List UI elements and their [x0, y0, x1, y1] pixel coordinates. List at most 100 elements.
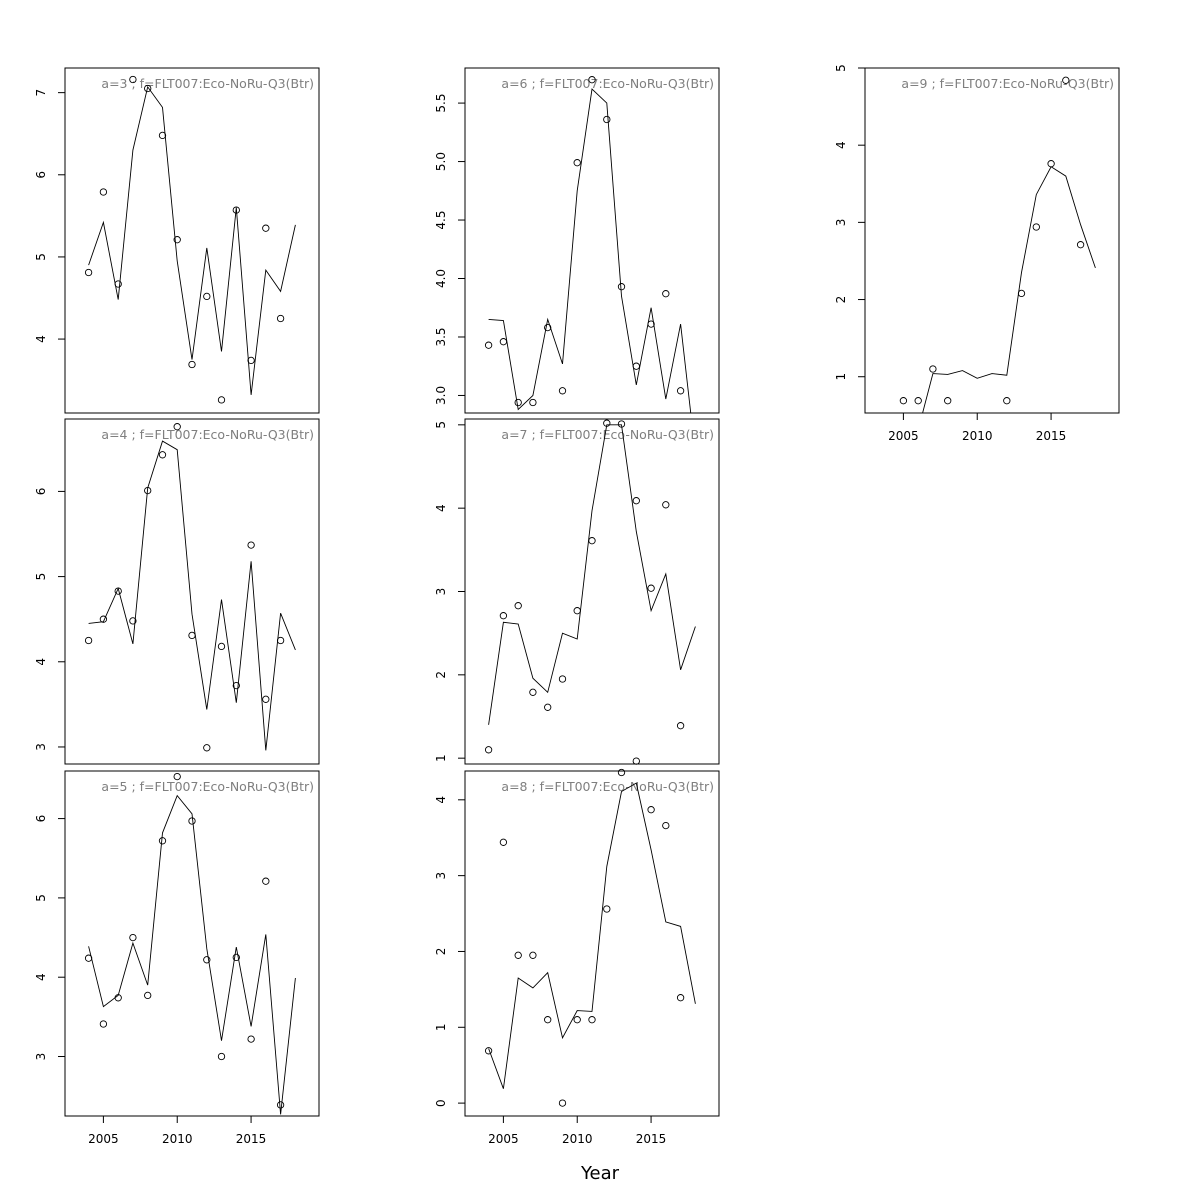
observed-point: [558, 1099, 567, 1107]
panel-7: a=9 ; f=FLT007:Eco-NoRu-Q3(Btr) 1 2 3 4 5 2005…: [834, 64, 1120, 443]
observed-point: [84, 268, 93, 277]
panel-1: a=3 ; f=FLT007:Eco-NoRu-Q3(Btr) 4 5 6 7: [34, 67, 320, 414]
observed-point: [588, 76, 596, 84]
panel-title: a=6 ; f=FLT007:Eco-NoRu-Q3(Btr): [501, 76, 714, 91]
observed-point: [129, 933, 137, 942]
observed-point: [173, 236, 181, 244]
y-tick-label: 2: [434, 671, 448, 679]
observed-point: [232, 681, 240, 690]
x-tick-label: 2010: [562, 1132, 593, 1146]
plot-frame: [864, 67, 1120, 414]
observed-point: [529, 688, 537, 696]
observed-point: [603, 905, 611, 913]
x-tick-label: 2015: [636, 1132, 667, 1146]
x-axis-label: Year: [580, 1163, 620, 1184]
observed-point: [99, 615, 108, 623]
fitted-line: [88, 440, 296, 751]
fitted-line: [88, 794, 296, 1115]
observed-point: [499, 338, 508, 346]
observed-point: [573, 1016, 581, 1024]
observed-point: [1047, 160, 1055, 168]
observed-point: [262, 695, 270, 703]
observed-point: [114, 587, 122, 595]
observed-point: [662, 821, 670, 830]
y-tick-label: 2: [434, 948, 448, 956]
observed-point: [514, 398, 522, 407]
x-tick-label: 2005: [888, 429, 919, 443]
observed-point: [662, 290, 670, 298]
observed-point: [84, 636, 93, 645]
observed-point: [203, 744, 211, 752]
y-tick-label: 3.5: [434, 327, 448, 346]
observed-point: [84, 954, 93, 962]
observed-point: [144, 991, 152, 1000]
observed-point: [588, 1016, 596, 1024]
observed-point: [588, 537, 596, 545]
plot-frame: [64, 67, 320, 414]
observed-point: [632, 757, 640, 765]
observed-point: [144, 84, 152, 93]
observed-point: [544, 323, 552, 332]
y-tick-label: 5: [834, 64, 848, 72]
panel-6: a=8 ; f=FLT007:Eco-NoRu-Q3(Btr) 0 1 2 3 4 2005…: [434, 757, 720, 1146]
observed-point: [247, 356, 255, 365]
observed-point: [262, 224, 270, 232]
observed-point: [617, 768, 626, 777]
observed-point: [603, 115, 611, 124]
y-tick-label: 5.5: [434, 94, 448, 113]
observed-point: [114, 280, 122, 288]
observed-point: [914, 397, 922, 405]
fitted-line: [488, 424, 696, 725]
observed-point: [158, 451, 167, 459]
observed-point: [173, 772, 181, 781]
fitted-line: [488, 782, 696, 1089]
x-tick-label: 2015: [236, 1132, 267, 1146]
observed-point: [676, 722, 685, 730]
y-tick-label: 6: [34, 171, 48, 179]
panel-title: a=5 ; f=FLT007:Eco-NoRu-Q3(Btr): [101, 779, 314, 794]
observed-point: [1003, 397, 1011, 405]
panel-title: a=7 ; f=FLT007:Eco-NoRu-Q3(Btr): [501, 427, 714, 442]
observed-point: [114, 994, 122, 1002]
y-tick-label: 1: [434, 754, 448, 762]
observed-point: [217, 396, 226, 404]
observed-point: [99, 188, 108, 196]
y-tick-label: 4: [34, 335, 48, 343]
observed-point: [129, 75, 137, 84]
observed-point: [676, 994, 685, 1002]
plot-frame: [64, 418, 320, 765]
observed-point: [1032, 223, 1040, 231]
y-tick-label: 6: [34, 488, 48, 496]
y-tick-label: 4.0: [434, 269, 448, 288]
y-tick-label: 3: [34, 1053, 48, 1061]
observed-point: [129, 617, 137, 625]
observed-point: [899, 397, 908, 405]
y-tick-label: 3: [34, 743, 48, 751]
observed-point: [247, 1035, 255, 1043]
observed-point: [1062, 76, 1070, 84]
panel-5: a=7 ; f=FLT007:Eco-NoRu-Q3(Btr) 1 2 3 4 5: [434, 418, 720, 765]
y-tick-label: 5: [434, 421, 448, 429]
x-tick-label: 2010: [962, 429, 993, 443]
observed-point: [647, 584, 655, 592]
observed-point: [573, 607, 581, 615]
observed-point: [1076, 241, 1085, 249]
observed-point: [217, 642, 226, 651]
observed-point: [158, 837, 167, 845]
observed-point: [558, 675, 567, 683]
panel-title: a=3 ; f=FLT007:Eco-NoRu-Q3(Btr): [101, 76, 314, 91]
observed-point: [262, 877, 270, 885]
observed-point: [144, 486, 152, 495]
y-tick-label: 2: [834, 296, 848, 304]
observed-point: [617, 420, 626, 428]
y-tick-label: 1: [834, 373, 848, 381]
observed-point: [529, 951, 537, 959]
observed-point: [484, 341, 493, 349]
observed-point: [276, 1101, 285, 1109]
observed-point: [544, 703, 552, 711]
observed-point: [617, 283, 626, 291]
y-tick-label: 5.0: [434, 152, 448, 171]
observed-point: [232, 206, 240, 214]
panel-title: a=4 ; f=FLT007:Eco-NoRu-Q3(Btr): [101, 427, 314, 442]
